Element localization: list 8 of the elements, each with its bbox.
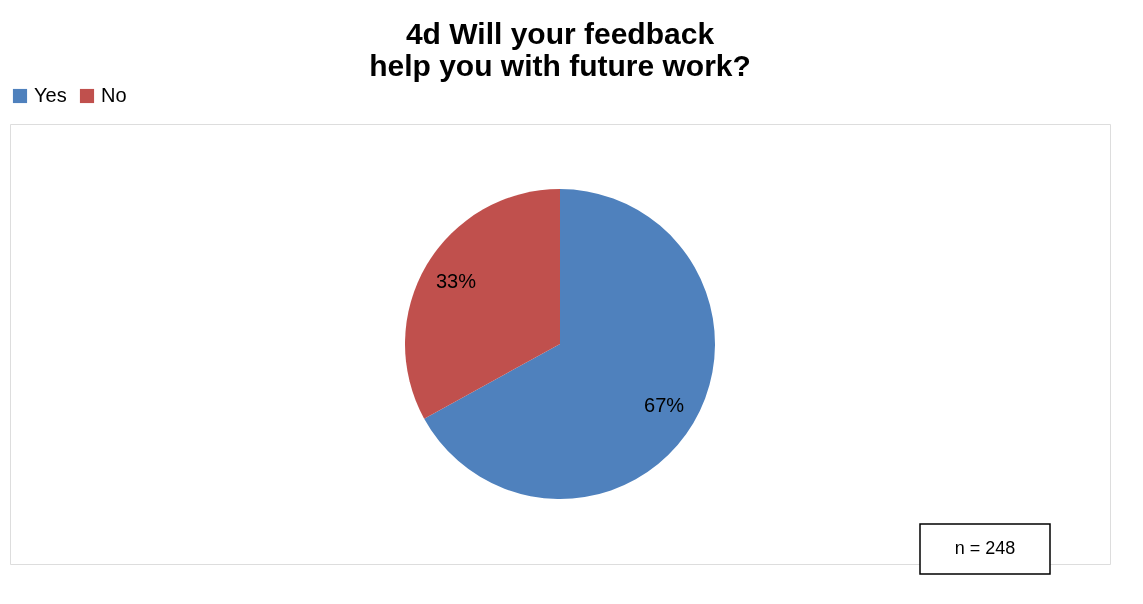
data-label: 33% <box>435 270 477 293</box>
text: n = 248 <box>954 538 1016 558</box>
legend-label: No <box>101 84 127 106</box>
pie-slice <box>424 189 715 499</box>
data-label: 67% <box>644 393 685 416</box>
chart-title: 4d Will your feedback help you with future work? <box>369 17 751 82</box>
legend-label: Yes <box>34 84 67 106</box>
pie-slice <box>405 189 560 419</box>
